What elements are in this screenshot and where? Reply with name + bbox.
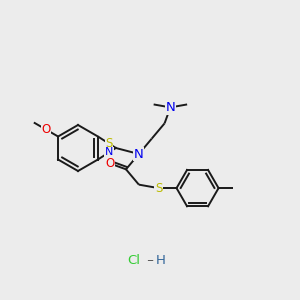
Text: N: N [105, 147, 113, 158]
Text: H: H [156, 254, 166, 266]
Text: O: O [105, 157, 115, 170]
Text: –: – [143, 254, 158, 266]
Text: N: N [166, 101, 175, 114]
Text: N: N [134, 148, 144, 160]
Text: S: S [155, 182, 162, 195]
Text: S: S [105, 137, 113, 150]
Text: Cl: Cl [127, 254, 140, 266]
Text: O: O [41, 123, 51, 136]
